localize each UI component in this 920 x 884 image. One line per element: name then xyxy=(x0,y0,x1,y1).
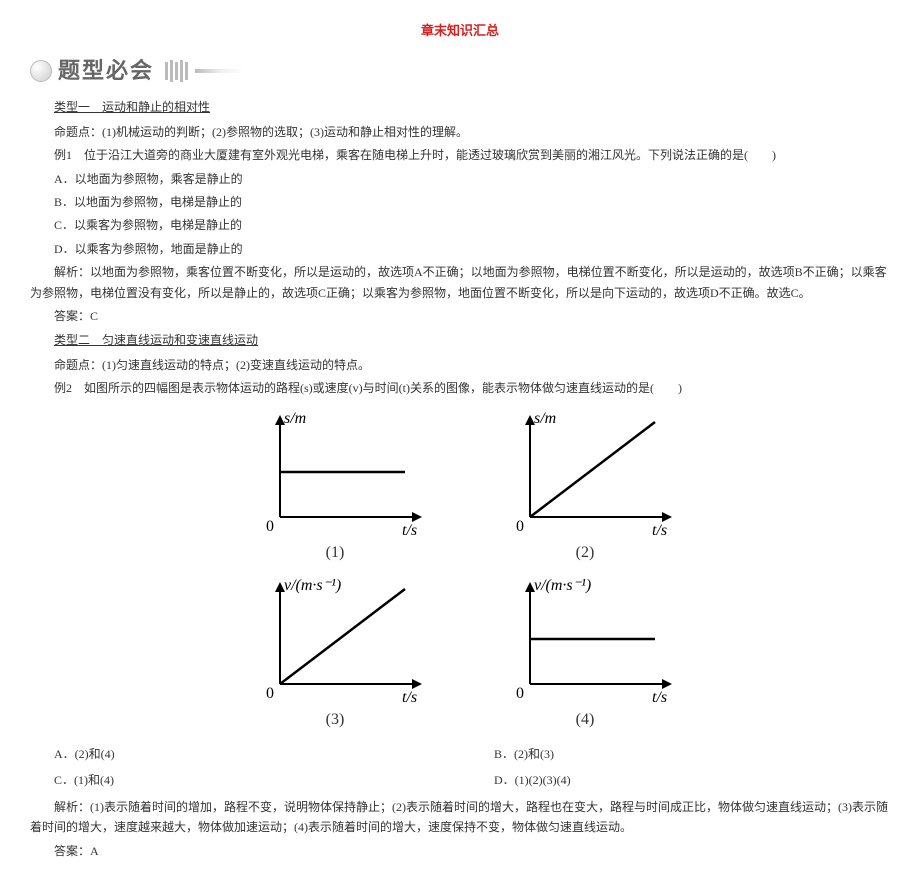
svg-text:s/m: s/m xyxy=(534,410,556,427)
svg-text:v/(m·s⁻¹): v/(m·s⁻¹) xyxy=(284,577,341,594)
svg-text:0: 0 xyxy=(516,685,524,702)
svg-text:t/s: t/s xyxy=(402,689,417,704)
type1-example: 例1 位于沿江大道旁的商业大厦建有室外观光电梯，乘客在随电梯上升时，能透过玻璃欣… xyxy=(30,145,890,165)
type2-opt-b: B．(2)和(3) xyxy=(470,744,890,764)
graphs-row-2: 0 v/(m·s⁻¹) t/s (3) 0 v/(m·s⁻¹) t/s (4) xyxy=(30,574,890,733)
graph-3-caption: (3) xyxy=(326,706,345,733)
graph-2-caption: (2) xyxy=(576,539,595,566)
svg-text:t/s: t/s xyxy=(652,522,667,537)
type2-analysis: 解析：(1)表示随着时间的增加，路程不变，说明物体保持静止；(2)表示随着时间的… xyxy=(30,797,890,838)
type1-opt-d: D．以乘客为参照物，地面是静止的 xyxy=(30,239,890,259)
graph-4: 0 v/(m·s⁻¹) t/s (4) xyxy=(490,574,680,733)
tail-decor xyxy=(195,69,245,73)
type2-opt-a: A．(2)和(4) xyxy=(30,744,450,764)
graph-1-caption: (1) xyxy=(326,539,345,566)
svg-text:v/(m·s⁻¹): v/(m·s⁻¹) xyxy=(534,577,591,594)
type1-opt-c: C．以乘客为参照物，电梯是静止的 xyxy=(30,215,890,235)
type1-opt-a: A．以地面为参照物，乘客是静止的 xyxy=(30,169,890,189)
svg-text:t/s: t/s xyxy=(652,689,667,704)
page-title: 章末知识汇总 xyxy=(30,20,890,42)
graph-2: 0 s/m t/s (2) xyxy=(490,407,680,566)
type1-analysis: 解析：以地面为参照物，乘客位置不断变化，所以是运动的，故选项A不正确；以地面为参… xyxy=(30,262,890,303)
type1-heading: 类型一 运动和静止的相对性 xyxy=(30,97,890,117)
orb-icon xyxy=(30,60,52,82)
graphs-row-1: 0 s/m t/s (1) 0 s/m t/s (2) xyxy=(30,407,890,566)
type1-answer: 答案：C xyxy=(30,306,890,326)
type1-proposition: 命题点：(1)机械运动的判断；(2)参照物的选取；(3)运动和静止相对性的理解。 xyxy=(30,122,890,142)
graph-3: 0 v/(m·s⁻¹) t/s (3) xyxy=(240,574,430,733)
type2-proposition: 命题点：(1)匀速直线运动的特点；(2)变速直线运动的特点。 xyxy=(30,355,890,375)
graph-1: 0 s/m t/s (1) xyxy=(240,407,430,566)
svg-text:0: 0 xyxy=(266,685,274,702)
svg-text:0: 0 xyxy=(516,518,524,535)
svg-text:s/m: s/m xyxy=(284,410,306,427)
section-label: 题型必会 xyxy=(58,52,154,89)
type2-answer: 答案：A xyxy=(30,841,890,861)
section-header: 题型必会 xyxy=(30,52,890,89)
type1-opt-b: B．以地面为参照物，电梯是静止的 xyxy=(30,192,890,212)
type2-options: A．(2)和(4) B．(2)和(3) C．(1)和(4) D．(1)(2)(3… xyxy=(30,741,890,794)
type2-heading: 类型二 匀速直线运动和变速直线运动 xyxy=(30,330,890,350)
bars-icon xyxy=(164,60,189,82)
svg-text:0: 0 xyxy=(266,518,274,535)
graph-4-caption: (4) xyxy=(576,706,595,733)
type2-opt-d: D．(1)(2)(3)(4) xyxy=(470,770,890,790)
svg-text:t/s: t/s xyxy=(402,522,417,537)
type2-opt-c: C．(1)和(4) xyxy=(30,770,450,790)
type2-example: 例2 如图所示的四幅图是表示物体运动的路程(s)或速度(v)与时间(t)关系的图… xyxy=(30,378,890,398)
